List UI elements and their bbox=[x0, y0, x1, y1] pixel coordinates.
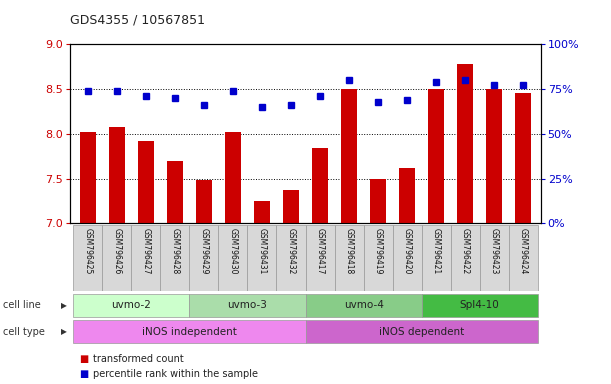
Bar bbox=[480, 225, 509, 291]
Text: ■: ■ bbox=[79, 354, 89, 364]
Bar bbox=[276, 225, 306, 291]
Bar bbox=[79, 132, 96, 223]
Text: GSM796431: GSM796431 bbox=[257, 228, 266, 275]
Text: uvmo-3: uvmo-3 bbox=[227, 300, 268, 311]
Text: uvmo-2: uvmo-2 bbox=[111, 300, 151, 311]
Text: GDS4355 / 10567851: GDS4355 / 10567851 bbox=[70, 14, 205, 27]
Bar bbox=[509, 225, 538, 291]
Text: GSM796427: GSM796427 bbox=[141, 228, 150, 275]
Text: GSM796418: GSM796418 bbox=[345, 228, 354, 274]
Bar bbox=[364, 225, 393, 291]
Bar bbox=[189, 225, 218, 291]
Bar bbox=[486, 89, 502, 223]
Bar bbox=[393, 225, 422, 291]
Bar bbox=[422, 225, 451, 291]
Bar bbox=[283, 190, 299, 223]
Text: GSM796420: GSM796420 bbox=[403, 228, 412, 275]
Bar bbox=[167, 161, 183, 223]
Text: GSM796432: GSM796432 bbox=[287, 228, 296, 275]
Text: Spl4-10: Spl4-10 bbox=[460, 300, 500, 311]
Text: iNOS dependent: iNOS dependent bbox=[379, 326, 464, 337]
Text: cell line: cell line bbox=[3, 300, 41, 311]
Bar bbox=[73, 294, 189, 317]
Bar bbox=[102, 225, 131, 291]
Text: GSM796428: GSM796428 bbox=[170, 228, 179, 274]
Bar bbox=[335, 225, 364, 291]
Text: cell type: cell type bbox=[3, 326, 45, 337]
Text: iNOS independent: iNOS independent bbox=[142, 326, 237, 337]
Bar bbox=[515, 93, 532, 223]
Bar bbox=[370, 179, 386, 223]
Bar bbox=[428, 89, 444, 223]
Bar bbox=[312, 148, 328, 223]
Text: percentile rank within the sample: percentile rank within the sample bbox=[93, 369, 258, 379]
Bar bbox=[306, 225, 335, 291]
Bar bbox=[399, 168, 415, 223]
Bar bbox=[196, 180, 212, 223]
Bar bbox=[457, 64, 473, 223]
Text: ▶: ▶ bbox=[61, 301, 67, 310]
Text: GSM796417: GSM796417 bbox=[315, 228, 324, 275]
Bar bbox=[451, 225, 480, 291]
Text: GSM796426: GSM796426 bbox=[112, 228, 121, 275]
Text: GSM796430: GSM796430 bbox=[229, 228, 238, 275]
Bar bbox=[247, 225, 276, 291]
Bar bbox=[254, 201, 270, 223]
Bar bbox=[109, 127, 125, 223]
Bar bbox=[189, 294, 306, 317]
Text: GSM796421: GSM796421 bbox=[432, 228, 441, 274]
Bar bbox=[422, 294, 538, 317]
Text: GSM796419: GSM796419 bbox=[373, 228, 382, 275]
Bar bbox=[306, 294, 422, 317]
Text: ▶: ▶ bbox=[61, 327, 67, 336]
Text: GSM796425: GSM796425 bbox=[83, 228, 92, 275]
Bar bbox=[341, 89, 357, 223]
Text: GSM796423: GSM796423 bbox=[490, 228, 499, 275]
Bar bbox=[73, 320, 306, 343]
Text: uvmo-4: uvmo-4 bbox=[343, 300, 384, 311]
Bar bbox=[225, 132, 241, 223]
Text: GSM796422: GSM796422 bbox=[461, 228, 470, 274]
Text: ■: ■ bbox=[79, 369, 89, 379]
Bar bbox=[306, 320, 538, 343]
Bar bbox=[131, 225, 160, 291]
Bar bbox=[73, 225, 102, 291]
Text: GSM796424: GSM796424 bbox=[519, 228, 528, 275]
Bar bbox=[138, 141, 154, 223]
Text: transformed count: transformed count bbox=[93, 354, 184, 364]
Bar bbox=[218, 225, 247, 291]
Bar bbox=[160, 225, 189, 291]
Text: GSM796429: GSM796429 bbox=[199, 228, 208, 275]
